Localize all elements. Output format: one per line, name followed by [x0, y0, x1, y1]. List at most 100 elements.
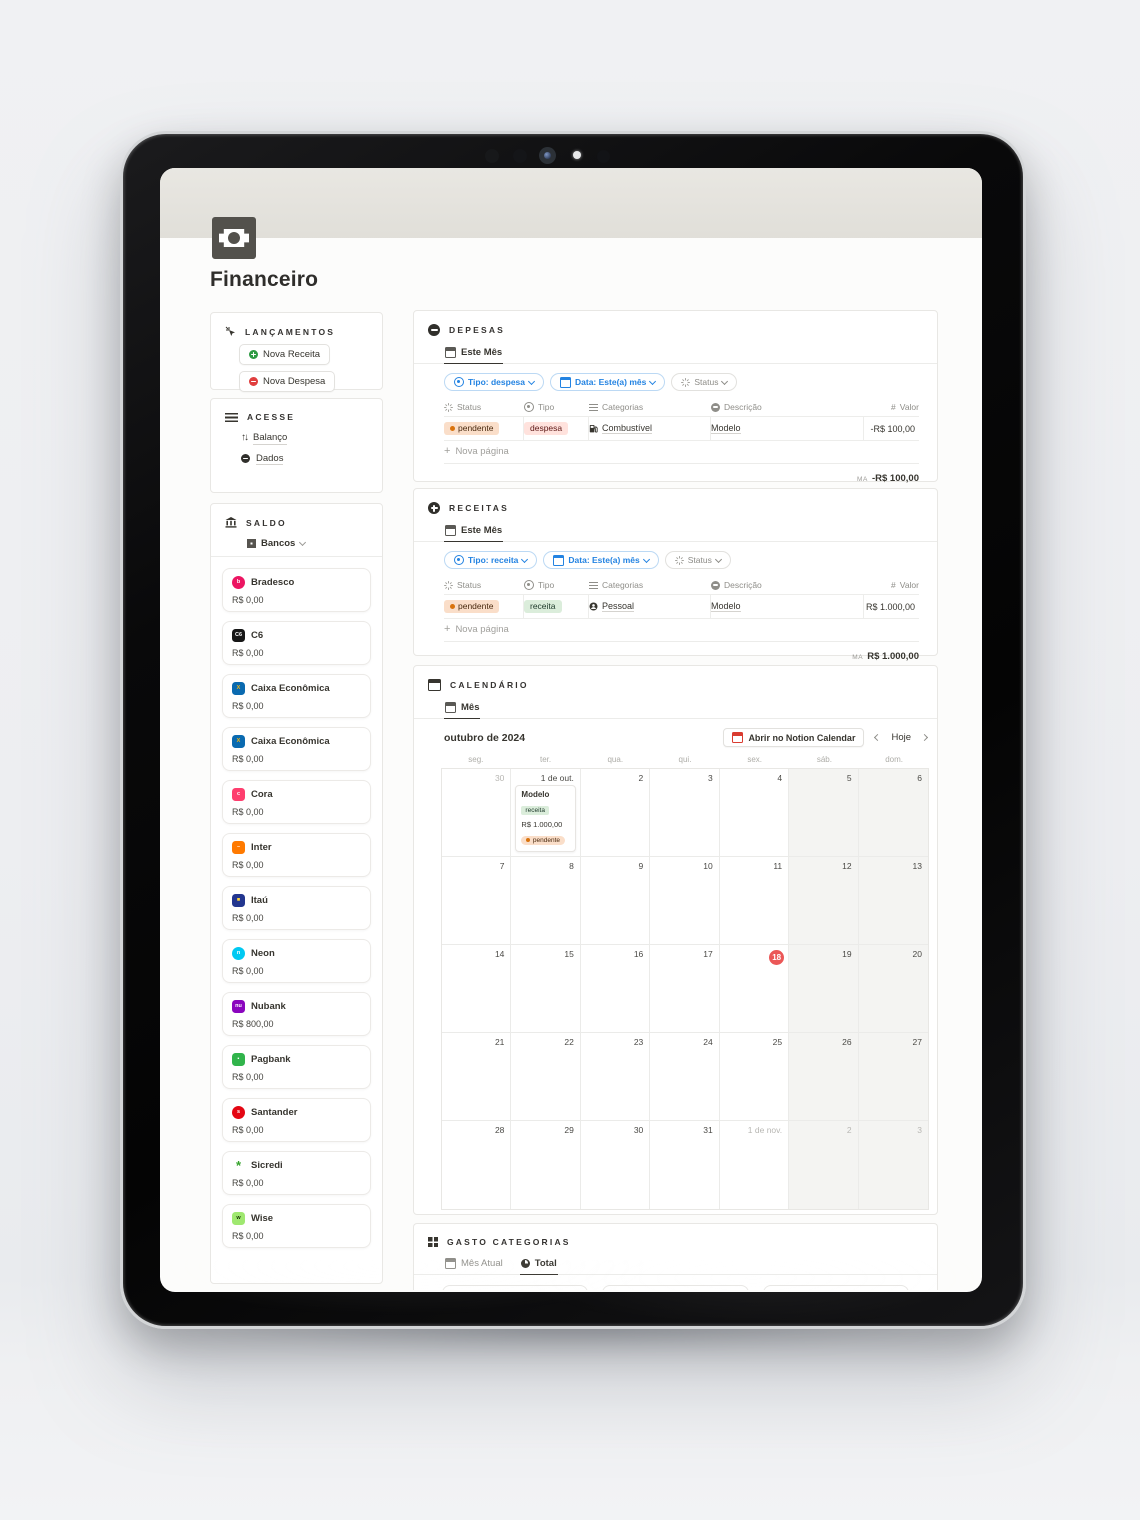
status-cell[interactable]: pendente: [444, 417, 524, 440]
table-row[interactable]: pendente despesa Combustível Modelo -R$ …: [444, 416, 919, 441]
column-header-tipo[interactable]: Tipo: [524, 576, 589, 594]
tab-mes-atual[interactable]: Mês Atual: [444, 1256, 504, 1274]
new-page-button[interactable]: + Nova página: [444, 445, 509, 458]
calendar-day-cell[interactable]: 17: [650, 945, 720, 1033]
bancos-view-selector[interactable]: Bancos: [211, 528, 382, 556]
link-dados[interactable]: Dados: [211, 449, 382, 470]
calendar-day-cell[interactable]: 23: [580, 1033, 651, 1121]
calendar-day-cell[interactable]: 2: [789, 1121, 859, 1209]
categoria-cell[interactable]: Pessoal: [589, 595, 711, 618]
calendar-day-cell[interactable]: 4: [719, 769, 790, 857]
bank-card-wise[interactable]: w Wise R$ 0,00: [222, 1204, 371, 1248]
filter-status[interactable]: Status: [671, 373, 738, 391]
column-header-tipo[interactable]: Tipo: [524, 398, 589, 416]
calendar-day-cell[interactable]: 14: [442, 945, 512, 1033]
calendar-day-cell[interactable]: 1 de nov.: [720, 1121, 790, 1209]
tab-este-mes[interactable]: Este Mês: [444, 345, 504, 364]
sum-aggregate[interactable]: MA R$ 1.000,00: [852, 651, 919, 662]
calendar-day-cell-today[interactable]: 18: [719, 945, 790, 1033]
column-header-descricao[interactable]: Descrição: [711, 398, 864, 416]
bank-card-santander[interactable]: s Santander R$ 0,00: [222, 1098, 371, 1142]
table-row[interactable]: pendente receita Pessoal Modelo R$ 1.000…: [444, 594, 919, 619]
filter-data-mes[interactable]: Data: Este(a) mês: [543, 551, 659, 569]
bank-card-c6[interactable]: C6 C6 R$ 0,00: [222, 621, 371, 665]
valor-cell[interactable]: -R$ 100,00: [870, 423, 915, 434]
calendar-day-cell[interactable]: 19: [789, 945, 859, 1033]
calendar-day-cell[interactable]: 22: [511, 1033, 581, 1121]
link-balanco[interactable]: ↑↓ Balanço: [241, 432, 288, 445]
descricao-cell[interactable]: Modelo: [711, 595, 864, 618]
column-header-status[interactable]: Status: [444, 576, 524, 594]
categoria-cell[interactable]: Combustível: [589, 417, 711, 440]
tipo-cell[interactable]: despesa: [524, 417, 589, 440]
filter-tipo-despesa[interactable]: Tipo: despesa: [444, 373, 544, 391]
category-card[interactable]: [762, 1285, 909, 1290]
nova-despesa-button[interactable]: Nova Despesa: [239, 371, 336, 392]
prev-month-button[interactable]: [873, 733, 882, 742]
next-month-button[interactable]: [920, 733, 929, 742]
calendar-day-cell[interactable]: 13: [858, 857, 928, 945]
bank-card-cora[interactable]: c Cora R$ 0,00: [222, 780, 371, 824]
status-cell[interactable]: pendente: [444, 595, 524, 618]
calendar-day-cell[interactable]: 30: [442, 769, 512, 857]
calendar-day-cell[interactable]: 3: [858, 1121, 928, 1209]
column-header-categorias[interactable]: Categorias: [589, 398, 711, 416]
open-notion-calendar-button[interactable]: Abrir no Notion Calendar: [723, 728, 865, 747]
column-header-valor[interactable]: # Valor: [891, 402, 919, 412]
descricao-cell[interactable]: Modelo: [711, 417, 864, 440]
new-page-button[interactable]: + Nova página: [444, 623, 509, 636]
calendar-day-cell[interactable]: 5: [789, 769, 859, 857]
column-header-categorias[interactable]: Categorias: [589, 576, 711, 594]
money-banknote-icon[interactable]: [212, 217, 256, 259]
calendar-day-cell[interactable]: 2: [580, 769, 651, 857]
filter-data-mes[interactable]: Data: Este(a) mês: [550, 373, 666, 391]
column-header-descricao[interactable]: Descrição: [711, 576, 864, 594]
calendar-day-cell[interactable]: 9: [580, 857, 651, 945]
calendar-day-cell[interactable]: 7: [442, 857, 512, 945]
calendar-day-cell[interactable]: 12: [789, 857, 859, 945]
column-header-valor[interactable]: # Valor: [891, 580, 919, 590]
bank-card-bradesco[interactable]: b Bradesco R$ 0,00: [222, 568, 371, 612]
calendar-day-cell[interactable]: 25: [719, 1033, 790, 1121]
calendar-day-cell[interactable]: 27: [858, 1033, 928, 1121]
tab-mes[interactable]: Mês: [444, 700, 481, 719]
calendar-day-cell[interactable]: 26: [789, 1033, 859, 1121]
calendar-day-cell[interactable]: 21: [442, 1033, 512, 1121]
calendar-day-cell[interactable]: 28: [442, 1121, 512, 1209]
bank-card-itau[interactable]: ■ Itaú R$ 0,00: [222, 886, 371, 930]
bank-card-neon[interactable]: n Neon R$ 0,00: [222, 939, 371, 983]
calendar-day-cell[interactable]: 15: [511, 945, 581, 1033]
arrows-up-down-icon: ↑↓: [241, 432, 249, 444]
category-card[interactable]: [602, 1285, 749, 1290]
bank-card-inter[interactable]: – Inter R$ 0,00: [222, 833, 371, 877]
filter-status[interactable]: Status: [664, 551, 731, 569]
calendar-day-cell[interactable]: 31: [650, 1121, 720, 1209]
calendar-day-cell[interactable]: 1 de out. Modelo receita R$ 1.000,00 pen…: [511, 769, 581, 857]
calendar-day-cell[interactable]: 11: [719, 857, 790, 945]
bank-card-caixa[interactable]: X Caixa Econômica R$ 0,00: [222, 674, 371, 718]
filter-tipo-receita[interactable]: Tipo: receita: [444, 551, 538, 569]
calendar-day-cell[interactable]: 8: [511, 857, 581, 945]
today-button[interactable]: Hoje: [891, 732, 911, 743]
valor-cell[interactable]: R$ 1.000,00: [865, 601, 915, 612]
sum-aggregate[interactable]: MA -R$ 100,00: [857, 473, 919, 484]
calendar-day-cell[interactable]: 16: [580, 945, 651, 1033]
tab-este-mes[interactable]: Este Mês: [444, 523, 504, 542]
calendar-day-cell[interactable]: 30: [581, 1121, 651, 1209]
calendar-day-cell[interactable]: 6: [858, 769, 928, 857]
calendar-day-cell[interactable]: 24: [650, 1033, 720, 1121]
calendar-day-cell[interactable]: 10: [650, 857, 720, 945]
bank-card-nubank[interactable]: nu Nubank R$ 800,00: [222, 992, 371, 1036]
bank-card-sicredi[interactable]: * Sicredi R$ 0,00: [222, 1151, 371, 1195]
category-card[interactable]: [442, 1285, 589, 1290]
calendar-day-cell[interactable]: 3: [650, 769, 720, 857]
tab-total[interactable]: Total: [519, 1256, 558, 1275]
bank-card-pagbank[interactable]: ▪ Pagbank R$ 0,00: [222, 1045, 371, 1089]
tipo-cell[interactable]: receita: [524, 595, 589, 618]
calendar-day-cell[interactable]: 29: [511, 1121, 581, 1209]
calendar-day-cell[interactable]: 20: [858, 945, 928, 1033]
calendar-event[interactable]: Modelo receita R$ 1.000,00 pendente: [515, 785, 576, 852]
nova-receita-button[interactable]: Nova Receita: [239, 344, 331, 365]
bank-card-caixa-2[interactable]: X Caixa Econômica R$ 0,00: [222, 727, 371, 771]
column-header-status[interactable]: Status: [444, 398, 524, 416]
